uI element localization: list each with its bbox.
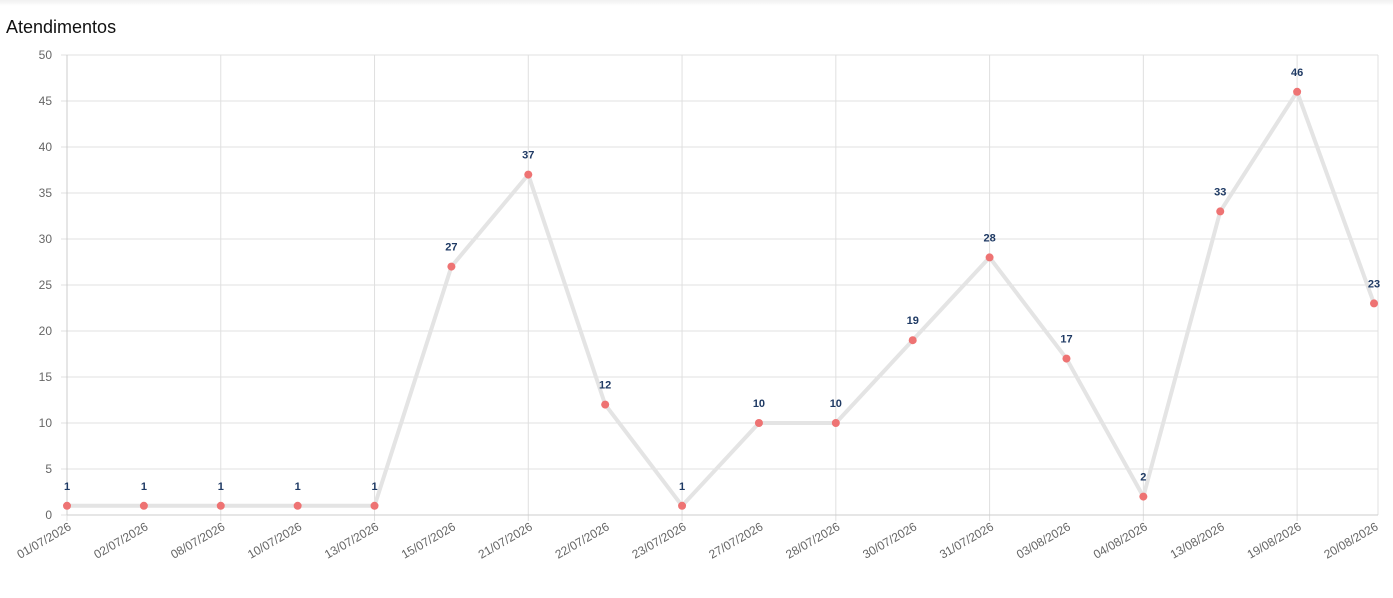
label-layer: 1 1 1 1 1 27 37 12 1 10 10 19 28 17 2 33 46 23 bbox=[64, 67, 1380, 493]
data-label: 10 bbox=[830, 398, 842, 410]
data-point[interactable] bbox=[139, 501, 148, 510]
data-label: 1 bbox=[141, 481, 147, 493]
x-tick-label: 10/07/2026 bbox=[245, 519, 304, 561]
data-label: 19 bbox=[907, 315, 919, 327]
data-label: 1 bbox=[295, 481, 301, 493]
data-point[interactable] bbox=[370, 501, 379, 510]
data-point[interactable] bbox=[447, 262, 456, 271]
y-tick-label: 45 bbox=[39, 94, 53, 108]
data-point[interactable] bbox=[601, 400, 610, 409]
grid-layer bbox=[61, 54, 1379, 521]
x-tick-label: 15/07/2026 bbox=[399, 519, 458, 561]
y-tick-label: 25 bbox=[39, 278, 53, 292]
data-label: 12 bbox=[599, 380, 611, 392]
y-tick-label: 15 bbox=[39, 370, 53, 384]
x-tick-label: 27/07/2026 bbox=[706, 519, 765, 561]
y-tick-label: 10 bbox=[39, 416, 53, 430]
data-point[interactable] bbox=[985, 253, 994, 262]
data-point[interactable] bbox=[1062, 354, 1071, 363]
data-point[interactable] bbox=[831, 419, 840, 427]
x-tick-label: 31/07/2026 bbox=[937, 519, 996, 561]
series-layer bbox=[65, 89, 1376, 508]
data-point[interactable] bbox=[524, 170, 533, 179]
data-label: 23 bbox=[1368, 278, 1380, 290]
data-point[interactable] bbox=[216, 501, 225, 510]
x-tick-label: 20/08/2026 bbox=[1321, 519, 1380, 561]
data-label: 17 bbox=[1060, 334, 1072, 346]
data-label: 1 bbox=[371, 481, 377, 493]
y-tick-label: 50 bbox=[39, 48, 53, 62]
x-tick-label: 23/07/2026 bbox=[630, 519, 689, 561]
x-tick-label: 08/07/2026 bbox=[168, 519, 227, 561]
y-tick-label: 20 bbox=[39, 324, 53, 338]
data-point[interactable] bbox=[1293, 87, 1302, 96]
point-layer bbox=[63, 87, 1378, 510]
x-tick-label: 01/07/2026 bbox=[14, 519, 73, 561]
x-tick-label: 28/07/2026 bbox=[783, 519, 842, 561]
x-tick-label: 04/08/2026 bbox=[1091, 519, 1150, 561]
data-label: 10 bbox=[753, 398, 765, 410]
chart-title: Atendimentos bbox=[6, 17, 117, 37]
y-tick-label: 30 bbox=[39, 232, 53, 246]
x-tick-label: 22/07/2026 bbox=[553, 519, 612, 561]
data-label: 2 bbox=[1140, 472, 1146, 484]
data-point[interactable] bbox=[908, 336, 917, 345]
x-tick-label: 30/07/2026 bbox=[860, 519, 919, 561]
data-point[interactable] bbox=[293, 501, 302, 510]
data-label: 1 bbox=[218, 481, 224, 493]
data-point[interactable] bbox=[63, 501, 71, 510]
data-label: 27 bbox=[445, 242, 457, 254]
series-line bbox=[65, 89, 1376, 508]
data-point[interactable] bbox=[678, 501, 687, 510]
x-tick-label: 19/08/2026 bbox=[1245, 519, 1304, 561]
x-tick-label: 13/07/2026 bbox=[322, 519, 381, 561]
y-tick-label: 35 bbox=[39, 186, 53, 200]
data-label: 33 bbox=[1214, 186, 1226, 198]
y-tick-label: 0 bbox=[45, 508, 52, 522]
y-tick-label: 40 bbox=[39, 140, 53, 154]
data-label: 1 bbox=[64, 481, 70, 493]
x-tick-label: 02/07/2026 bbox=[91, 519, 150, 561]
y-tick-label: 5 bbox=[45, 462, 52, 476]
data-label: 46 bbox=[1291, 67, 1303, 79]
data-point[interactable] bbox=[754, 419, 763, 427]
data-label: 1 bbox=[679, 481, 685, 493]
x-tick-label: 21/07/2026 bbox=[476, 519, 535, 561]
top-shadow bbox=[0, 0, 1393, 6]
x-tick-label: 13/08/2026 bbox=[1168, 519, 1227, 561]
data-point[interactable] bbox=[1216, 207, 1225, 216]
x-tick-label: 03/08/2026 bbox=[1014, 519, 1073, 561]
data-label: 28 bbox=[983, 232, 995, 244]
data-label: 37 bbox=[522, 150, 534, 162]
data-point[interactable] bbox=[1139, 492, 1148, 501]
data-point[interactable] bbox=[1370, 299, 1378, 308]
